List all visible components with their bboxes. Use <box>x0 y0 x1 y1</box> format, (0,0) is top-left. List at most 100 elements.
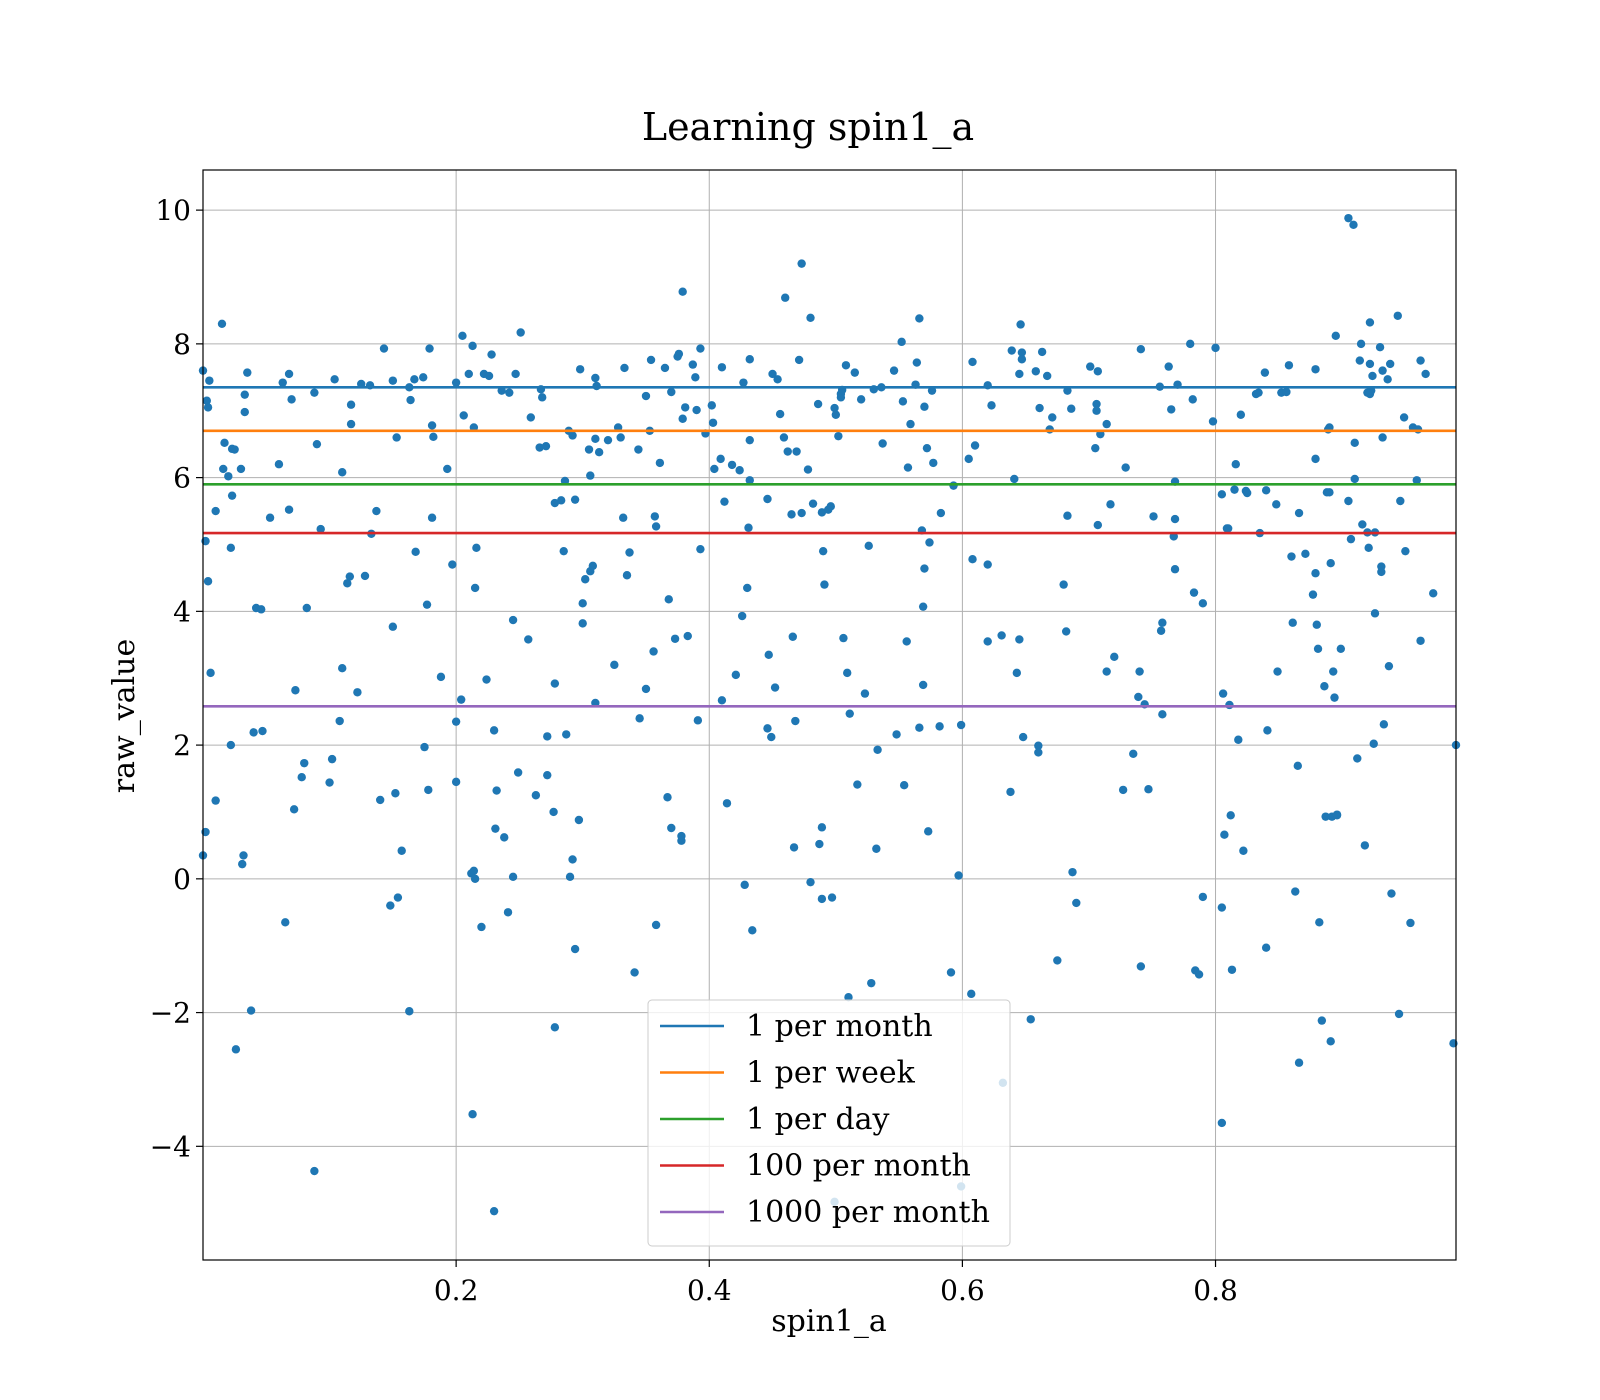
data-point <box>1317 1016 1327 1025</box>
data-point <box>526 413 536 422</box>
data-point <box>670 634 680 643</box>
data-point <box>513 768 523 777</box>
data-point <box>550 498 560 508</box>
data-point <box>302 603 311 613</box>
data-point <box>1230 485 1239 494</box>
data-point <box>892 730 901 739</box>
data-point <box>1121 463 1130 472</box>
data-point <box>720 497 729 506</box>
data-point <box>1356 339 1366 349</box>
data-point <box>817 894 827 904</box>
data-point <box>899 781 909 790</box>
data-point <box>226 740 236 750</box>
data-point <box>1378 433 1387 442</box>
data-point <box>1416 356 1425 365</box>
data-point <box>710 464 719 474</box>
data-point <box>297 772 306 782</box>
data-point <box>330 375 339 384</box>
data-point <box>1401 546 1410 556</box>
data-point <box>578 599 587 608</box>
data-point <box>458 331 467 341</box>
data-point <box>274 460 284 469</box>
data-point <box>1421 369 1430 379</box>
data-point <box>443 464 452 474</box>
data-point <box>1158 618 1167 627</box>
data-point <box>1288 618 1297 627</box>
data-point <box>1015 635 1024 644</box>
data-point <box>316 524 325 534</box>
data-point <box>1429 589 1438 598</box>
data-point <box>231 1045 241 1054</box>
data-point <box>1261 943 1271 952</box>
data-point <box>224 472 233 481</box>
data-point <box>912 358 922 367</box>
data-point <box>1015 369 1024 379</box>
data-point <box>217 319 227 329</box>
data-point <box>468 1110 477 1119</box>
data-point <box>574 815 584 825</box>
data-point <box>667 823 676 833</box>
data-point <box>625 548 634 557</box>
y-tick-label: 0 <box>173 863 191 896</box>
data-point <box>345 572 355 581</box>
data-point <box>1035 403 1044 413</box>
data-point <box>1326 1037 1335 1046</box>
y-tick-label: 6 <box>173 462 191 495</box>
data-point <box>1346 534 1356 544</box>
data-point <box>202 396 211 405</box>
data-point <box>1129 749 1138 758</box>
data-point <box>906 419 915 429</box>
data-point <box>238 859 247 869</box>
data-point <box>451 378 461 387</box>
data-point <box>451 777 461 787</box>
data-point <box>1261 486 1271 495</box>
plot-frame <box>202 169 1457 1261</box>
data-point <box>1136 345 1146 354</box>
data-point <box>492 786 501 795</box>
data-point <box>803 465 813 474</box>
data-point <box>1353 754 1362 763</box>
data-point <box>603 435 613 445</box>
data-point <box>246 1006 256 1015</box>
data-point <box>830 403 839 413</box>
data-point <box>925 538 934 547</box>
data-point <box>1186 339 1195 349</box>
legend-label: 1 per month <box>746 1009 933 1044</box>
y-tick-label: −2 <box>150 997 191 1030</box>
data-point <box>660 363 670 373</box>
data-point <box>258 726 267 736</box>
y-axis-label: raw_value <box>107 639 142 793</box>
data-point <box>1086 362 1095 371</box>
data-point <box>459 411 468 420</box>
data-point <box>491 824 500 833</box>
data-point <box>1311 454 1320 464</box>
data-point <box>1332 810 1342 819</box>
data-point <box>808 499 818 508</box>
data-point <box>219 464 228 474</box>
data-point <box>289 805 299 814</box>
data-point <box>873 745 882 754</box>
data-point <box>1092 406 1101 415</box>
data-point <box>915 314 924 323</box>
data-point <box>568 855 577 864</box>
y-tick-label: 10 <box>155 194 191 227</box>
data-point <box>967 989 976 999</box>
data-point <box>663 793 672 802</box>
data-point <box>291 686 300 695</box>
data-point <box>983 560 992 569</box>
legend-label: 1 per day <box>746 1102 890 1137</box>
data-point <box>1383 375 1392 384</box>
data-point <box>650 512 660 521</box>
data-point <box>667 387 676 397</box>
data-point <box>1026 1015 1035 1024</box>
data-point <box>1034 741 1043 750</box>
data-point <box>300 758 309 768</box>
data-point <box>531 791 541 800</box>
data-point <box>1018 732 1028 742</box>
data-point <box>508 872 518 882</box>
data-point <box>616 433 625 442</box>
data-point <box>740 880 749 890</box>
data-point <box>1017 348 1027 357</box>
y-tick-label: 2 <box>173 729 191 762</box>
data-point <box>768 369 777 379</box>
